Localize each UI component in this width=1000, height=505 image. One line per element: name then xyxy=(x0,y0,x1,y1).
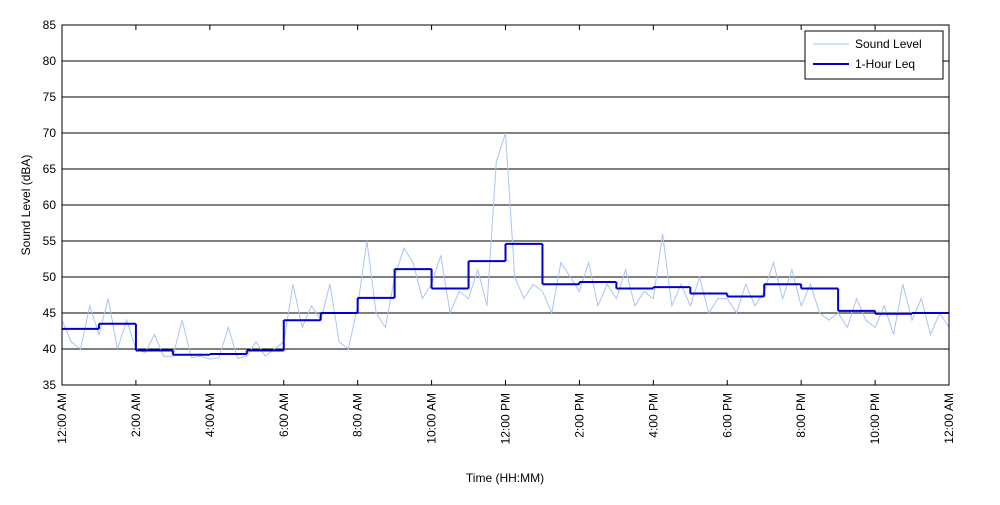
x-tick-label: 8:00 PM xyxy=(794,393,808,438)
x-tick-label: 10:00 AM xyxy=(425,393,439,444)
y-tick-label: 80 xyxy=(43,54,57,68)
y-tick-label: 70 xyxy=(43,126,57,140)
x-tick-label: 6:00 PM xyxy=(720,393,734,438)
x-tick-label: 12:00 AM xyxy=(55,393,69,444)
y-tick-label: 50 xyxy=(43,270,57,284)
legend-label: 1-Hour Leq xyxy=(855,57,915,71)
x-tick-label: 4:00 AM xyxy=(203,393,217,437)
y-axis-label: Sound Level (dBA) xyxy=(19,155,33,256)
y-tick-label: 60 xyxy=(43,198,57,212)
y-tick-label: 65 xyxy=(43,162,57,176)
sound-line xyxy=(61,132,950,360)
legend-box xyxy=(804,30,944,80)
y-tick-label: 55 xyxy=(43,234,57,248)
x-tick-label: 12:00 PM xyxy=(499,393,513,444)
x-tick-label: 12:00 AM xyxy=(942,393,956,444)
y-tick-label: 35 xyxy=(43,378,57,392)
legend-label: Sound Level xyxy=(855,37,922,51)
x-tick-label: 2:00 PM xyxy=(572,393,586,438)
x-tick-label: 4:00 PM xyxy=(646,393,660,438)
x-tick-label: 10:00 PM xyxy=(868,393,882,444)
plot-border xyxy=(61,24,950,386)
y-tick-label: 75 xyxy=(43,90,57,104)
x-tick-label: 2:00 AM xyxy=(129,393,143,437)
y-tick-label: 45 xyxy=(43,306,57,320)
y-tick-label: 85 xyxy=(43,18,57,32)
x-tick-label: 6:00 AM xyxy=(277,393,291,437)
x-axis-label: Time (HH:MM) xyxy=(466,471,544,485)
y-tick-label: 40 xyxy=(43,342,57,356)
x-tick-label: 8:00 AM xyxy=(351,393,365,437)
